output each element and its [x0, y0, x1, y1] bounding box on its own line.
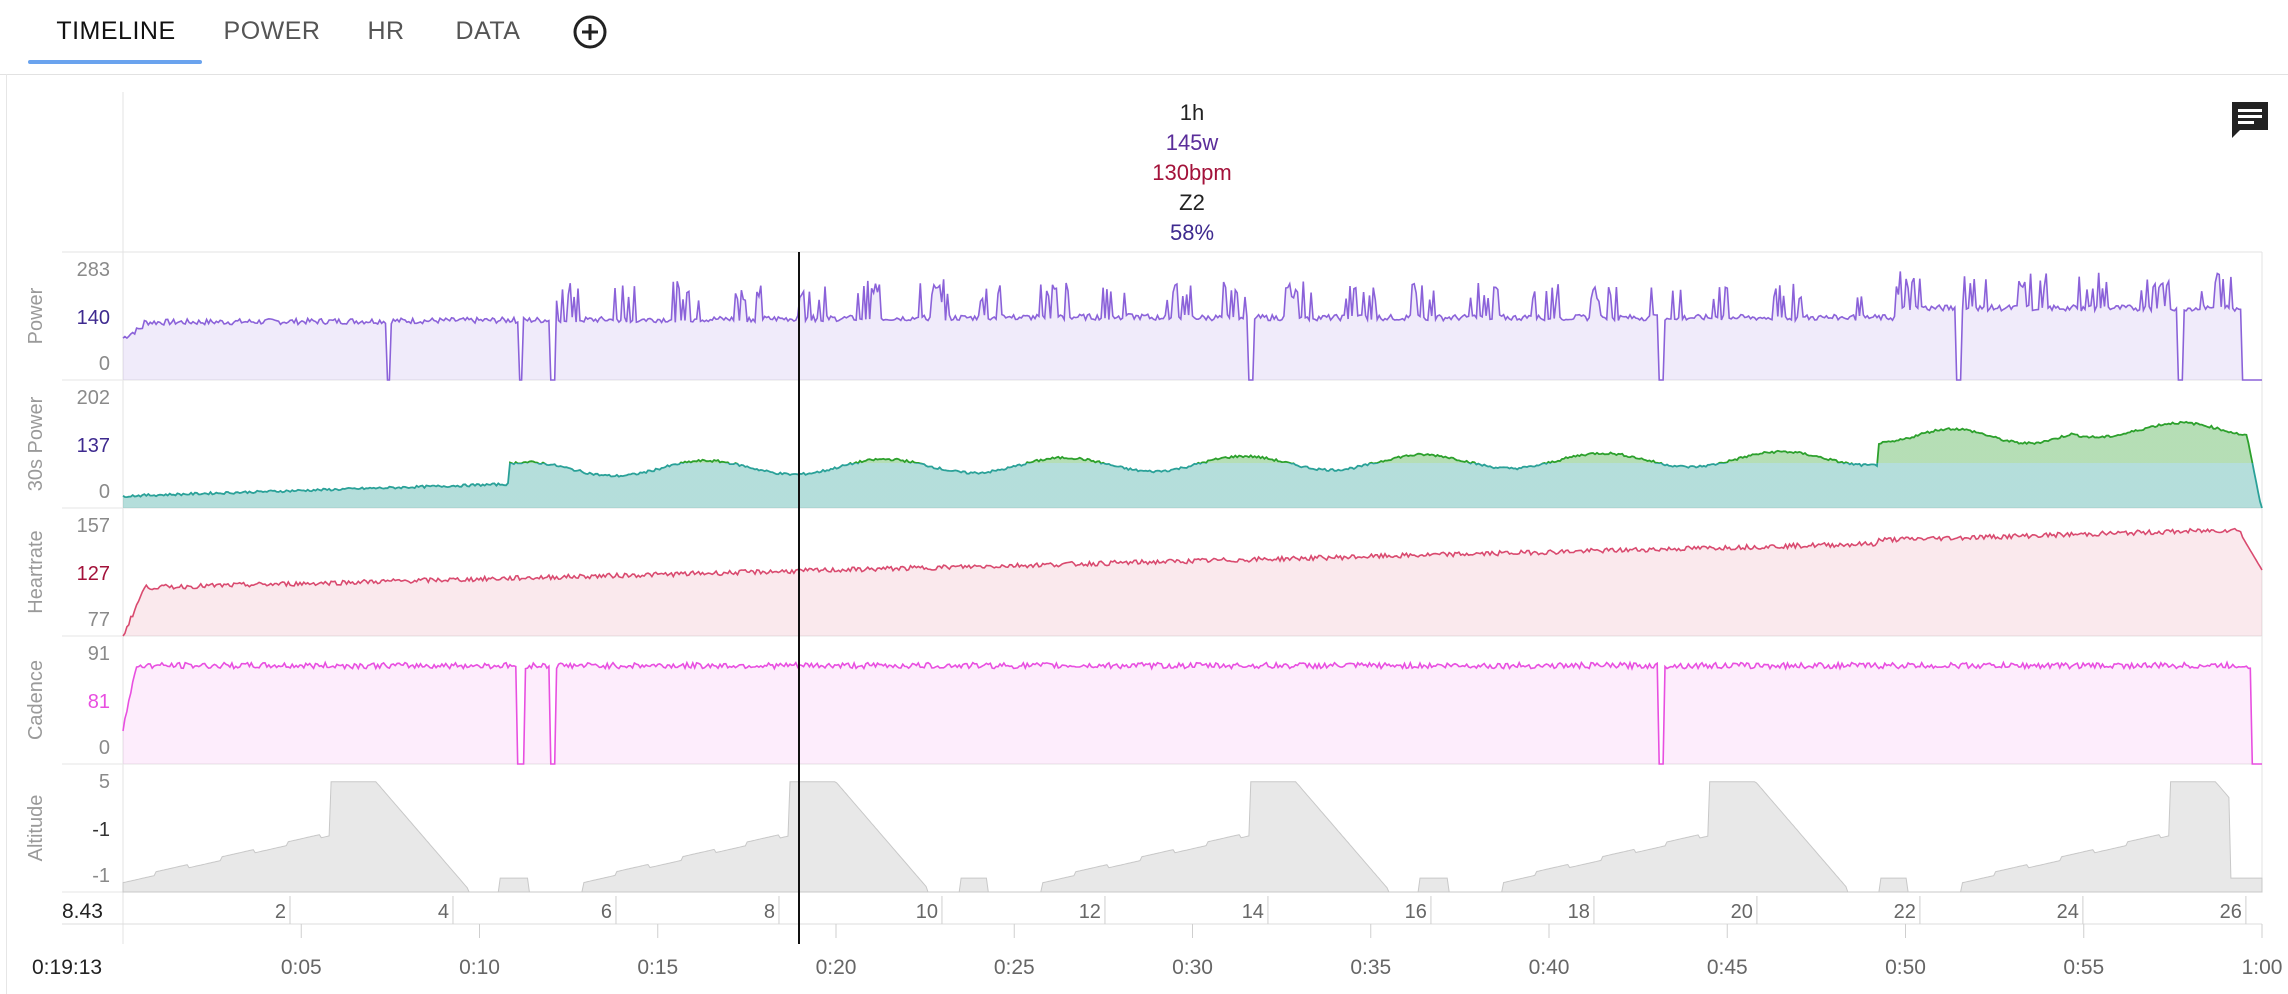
y-tick-label: 81 — [88, 691, 110, 713]
cadence-area — [123, 662, 2262, 764]
cursor-time-readout: 0:19:13 — [32, 956, 102, 979]
y-tick-label: 0 — [99, 353, 110, 375]
power-line — [122, 271, 2262, 381]
time-tick-label: 0:40 — [1529, 956, 1570, 979]
y-tick-label: -1 — [92, 865, 110, 887]
altitude-area — [122, 781, 2263, 893]
distance-tick-label: 2 — [275, 901, 286, 923]
cursor-zone: Z2 — [1179, 190, 1205, 215]
comment-icon[interactable] — [2228, 98, 2272, 142]
time-tick-label: 0:55 — [2063, 956, 2104, 979]
y-tick-label: 157 — [77, 515, 110, 537]
series-title: Power — [25, 287, 47, 344]
cursor-percent: 58% — [1170, 220, 1214, 245]
cursor-heartrate: 130bpm — [1152, 160, 1232, 185]
y-tick-label: 77 — [88, 609, 110, 631]
distance-tick-label: 8 — [764, 901, 775, 923]
heartrate-line — [122, 527, 2263, 637]
time-tick-label: 0:05 — [281, 956, 322, 979]
distance-tick-label: 6 — [601, 901, 612, 923]
tab-timeline[interactable]: TIMELINE — [56, 17, 176, 45]
distance-tick-label: 26 — [2220, 901, 2242, 923]
y-tick-label: 140 — [77, 307, 110, 329]
cursor-time: 1h — [1180, 100, 1204, 125]
chart-panels — [122, 271, 2263, 893]
power-area — [123, 271, 2262, 380]
distance-tick-label: 22 — [1894, 901, 1916, 923]
y-tick-label: 283 — [77, 259, 110, 281]
tab-bar: TIMELINE POWER HR DATA — [0, 0, 2288, 75]
cadence-line — [122, 660, 2262, 765]
time-tick-label: 0:15 — [637, 956, 678, 979]
time-tick-label: 0:20 — [816, 956, 857, 979]
y-tick-label: 5 — [99, 771, 110, 793]
distance-tick-label: 24 — [2057, 901, 2079, 923]
y-tick-label: 127 — [77, 563, 110, 585]
distance-tick-label: 16 — [1405, 901, 1427, 923]
heartrate-area — [123, 528, 2262, 636]
active-tab-indicator — [28, 60, 202, 64]
distance-tick-label: 18 — [1568, 901, 1590, 923]
time-tick-label: 0:10 — [459, 956, 500, 979]
panel-edge — [6, 74, 7, 994]
y-tick-label: 137 — [77, 435, 110, 457]
power30-line — [122, 420, 2263, 509]
power30-area — [123, 421, 2262, 508]
series-title: Heartrate — [25, 530, 47, 613]
series-title: Cadence — [25, 660, 47, 740]
tab-data[interactable]: DATA — [455, 17, 521, 45]
y-tick-label: -1 — [92, 819, 110, 841]
cursor-distance: 8.43 — [62, 900, 103, 923]
time-tick-label: 0:35 — [1350, 956, 1391, 979]
cursor-power: 145w — [1166, 130, 1219, 155]
time-tick-label: 0:25 — [994, 956, 1035, 979]
distance-tick-label: 14 — [1242, 901, 1264, 923]
time-tick-label: 0:50 — [1885, 956, 1926, 979]
tab-power[interactable]: POWER — [223, 17, 321, 45]
cursor-info: 1h 145w 130bpm Z2 58% — [1152, 100, 1232, 245]
plus-circle-icon[interactable] — [572, 14, 608, 50]
time-tick-label: 0:45 — [1707, 956, 1748, 979]
y-tick-label: 202 — [77, 387, 110, 409]
time-tick-label: 0:30 — [1172, 956, 1213, 979]
distance-tick-label: 20 — [1731, 901, 1753, 923]
series-title: 30s Power — [25, 396, 47, 491]
y-tick-label: 0 — [99, 481, 110, 503]
distance-tick-label: 10 — [916, 901, 938, 923]
distance-tick-label: 4 — [438, 901, 449, 923]
y-tick-label: 91 — [88, 643, 110, 665]
y-tick-label: 0 — [99, 737, 110, 759]
time-tick-label: 1:00 — [2242, 956, 2283, 979]
distance-tick-label: 12 — [1079, 901, 1101, 923]
tab-hr[interactable]: HR — [367, 17, 405, 45]
series-title: Altitude — [25, 795, 47, 862]
